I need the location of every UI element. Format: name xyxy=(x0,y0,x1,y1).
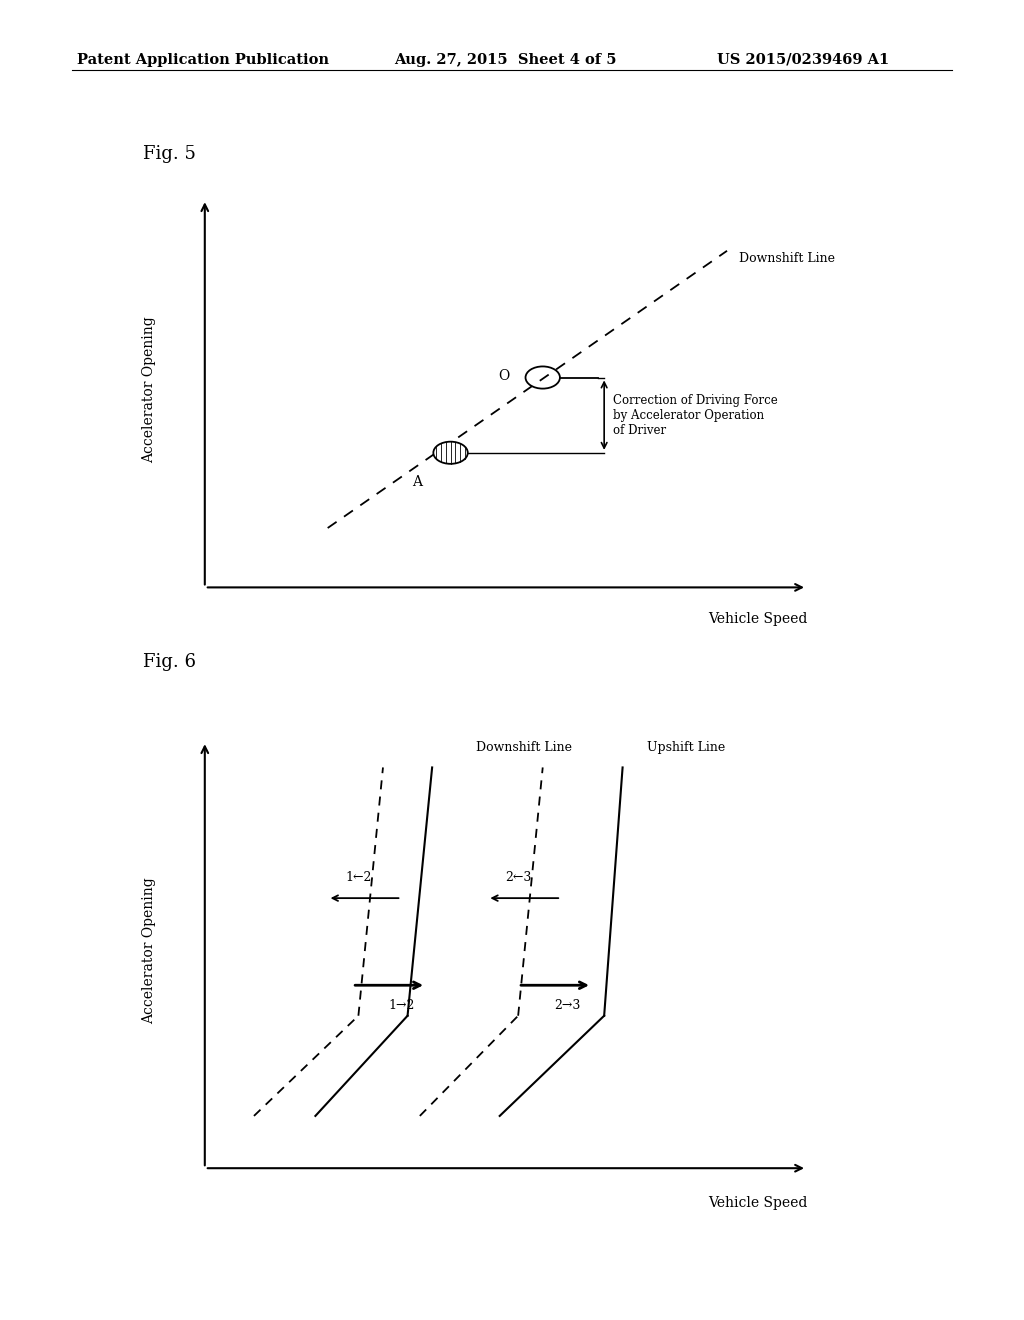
Text: Vehicle Speed: Vehicle Speed xyxy=(708,612,808,626)
Text: O: O xyxy=(499,368,510,383)
Text: Accelerator Opening: Accelerator Opening xyxy=(142,315,157,463)
Text: A: A xyxy=(413,474,423,488)
Text: 1→2: 1→2 xyxy=(388,999,415,1012)
Text: Patent Application Publication: Patent Application Publication xyxy=(77,53,329,67)
Text: Fig. 5: Fig. 5 xyxy=(143,145,197,164)
Text: 2←3: 2←3 xyxy=(505,871,531,883)
Text: Downshift Line: Downshift Line xyxy=(476,742,572,754)
Text: 2→3: 2→3 xyxy=(554,999,581,1012)
Circle shape xyxy=(433,442,468,463)
Text: Downshift Line: Downshift Line xyxy=(739,252,836,265)
Text: Accelerator Opening: Accelerator Opening xyxy=(142,876,157,1024)
Text: 1←2: 1←2 xyxy=(345,871,372,883)
Text: Vehicle Speed: Vehicle Speed xyxy=(708,1196,808,1210)
Text: Aug. 27, 2015  Sheet 4 of 5: Aug. 27, 2015 Sheet 4 of 5 xyxy=(394,53,616,67)
Text: Correction of Driving Force
by Accelerator Operation
of Driver: Correction of Driving Force by Accelerat… xyxy=(613,393,778,437)
Text: US 2015/0239469 A1: US 2015/0239469 A1 xyxy=(717,53,889,67)
Text: Fig. 6: Fig. 6 xyxy=(143,653,197,672)
Text: Upshift Line: Upshift Line xyxy=(647,742,725,754)
